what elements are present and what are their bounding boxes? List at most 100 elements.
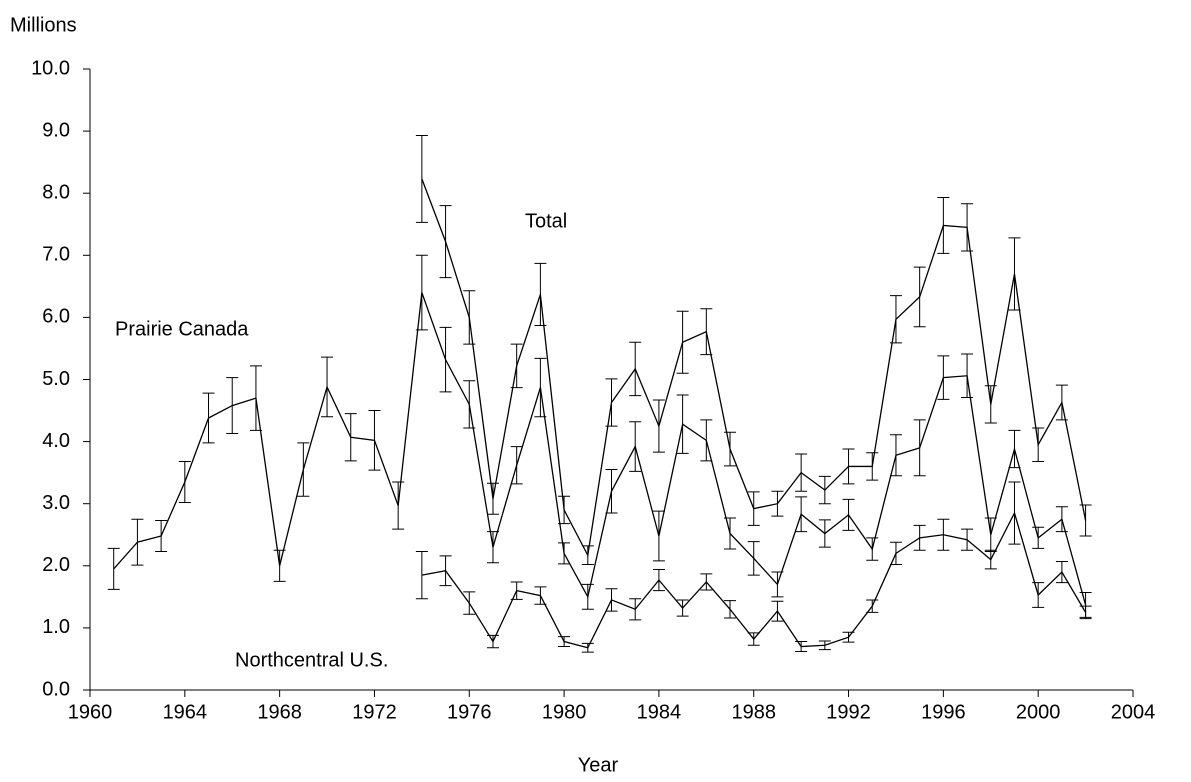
y-tick-label: 4.0: [42, 430, 70, 452]
error-bar: [581, 642, 594, 653]
error-bar: [629, 341, 642, 397]
error-bar: [866, 452, 879, 481]
series-label: Total: [525, 210, 567, 232]
error-bar: [984, 517, 997, 553]
error-bar: [368, 410, 381, 471]
error-bar: [889, 541, 902, 566]
error-bar: [605, 378, 618, 427]
error-bar: [795, 641, 808, 652]
y-axis-label: Millions: [10, 14, 77, 36]
error-bar: [1055, 560, 1068, 584]
error-bar: [913, 419, 926, 477]
error-bar: [652, 510, 665, 562]
error-bar: [818, 475, 831, 505]
error-bar: [155, 519, 168, 553]
error-bar: [913, 266, 926, 328]
series-label: Prairie Canada: [115, 318, 249, 340]
error-bar: [961, 353, 974, 399]
y-tick-label: 9.0: [42, 119, 70, 141]
error-bar: [889, 295, 902, 344]
error-bar: [937, 518, 950, 551]
error-bar: [510, 446, 523, 485]
error-bar: [747, 632, 760, 646]
error-bar: [629, 598, 642, 621]
error-bar: [463, 380, 476, 429]
error-bar: [676, 394, 689, 454]
error-bar: [676, 310, 689, 374]
x-tick-label: 1992: [826, 701, 871, 723]
error-bar: [439, 205, 452, 279]
y-tick-label: 6.0: [42, 306, 70, 328]
x-tick-label: 1980: [542, 701, 587, 723]
y-tick-label: 5.0: [42, 368, 70, 390]
error-bar: [273, 549, 286, 582]
error-bar: [534, 357, 547, 418]
error-bar: [771, 571, 784, 598]
error-bar: [1032, 427, 1045, 462]
error-bar: [249, 365, 262, 431]
x-tick-label: 1976: [447, 701, 492, 723]
x-axis-label: Year: [578, 754, 619, 776]
error-bar: [486, 531, 499, 564]
x-tick-label: 1960: [68, 701, 113, 723]
error-bar: [842, 631, 855, 643]
error-bar: [652, 399, 665, 453]
error-bar: [107, 547, 120, 590]
error-bar: [795, 496, 808, 533]
x-tick-label: 1964: [163, 701, 208, 723]
error-bar: [889, 434, 902, 477]
error-bar: [581, 583, 594, 610]
error-bar: [984, 549, 997, 570]
error-bar: [771, 600, 784, 622]
error-bar: [747, 541, 760, 576]
error-bar: [937, 355, 950, 400]
x-tick-label: 2000: [1016, 701, 1061, 723]
x-tick-label: 1988: [731, 701, 776, 723]
error-bar: [321, 356, 334, 418]
error-bar: [415, 134, 428, 223]
x-tick-label: 1984: [637, 701, 682, 723]
x-tick-label: 1996: [921, 701, 966, 723]
error-bar: [1079, 605, 1092, 620]
error-bar: [842, 448, 855, 485]
error-bar: [605, 469, 618, 514]
error-bar: [676, 599, 689, 617]
error-bar: [700, 308, 713, 356]
error-bar: [581, 545, 594, 566]
error-bar: [937, 197, 950, 254]
error-bar: [700, 573, 713, 591]
error-bar: [1032, 526, 1045, 549]
error-bar: [818, 519, 831, 548]
y-tick-label: 3.0: [42, 492, 70, 514]
error-bar: [842, 498, 855, 531]
error-bar: [344, 413, 357, 462]
y-tick-label: 7.0: [42, 244, 70, 266]
error-bar: [297, 442, 310, 497]
y-tick-label: 10.0: [31, 57, 70, 79]
error-bar: [795, 453, 808, 492]
error-bar: [747, 491, 760, 526]
error-bar: [866, 537, 879, 561]
error-bar: [605, 588, 618, 612]
error-bar: [818, 640, 831, 651]
error-bar: [700, 419, 713, 462]
error-bar: [202, 392, 215, 444]
error-bar: [510, 581, 523, 600]
error-bar: [463, 290, 476, 345]
y-tick-label: 8.0: [42, 181, 70, 203]
x-tick-label: 2004: [1111, 701, 1156, 723]
error-bar: [392, 481, 405, 530]
error-bar: [1008, 237, 1021, 311]
error-bar: [629, 421, 642, 472]
error-bar: [1079, 504, 1092, 537]
error-bar: [724, 517, 737, 550]
y-tick-label: 0.0: [42, 678, 70, 700]
y-tick-label: 2.0: [42, 554, 70, 576]
series-line: [113, 292, 1087, 606]
error-bar: [984, 385, 997, 424]
error-bar: [415, 254, 428, 331]
error-bar: [534, 586, 547, 605]
error-bar: [1055, 384, 1068, 421]
y-tick-label: 1.0: [42, 616, 70, 638]
